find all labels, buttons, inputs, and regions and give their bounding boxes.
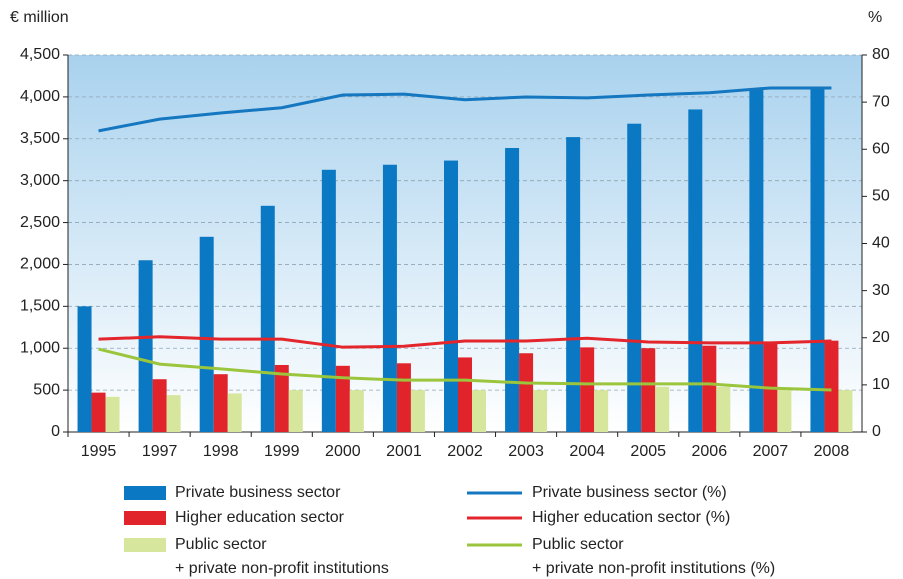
bar bbox=[335, 365, 350, 432]
legend-label: Higher education sector bbox=[175, 509, 344, 526]
y-tick-label: 500 bbox=[33, 381, 60, 398]
bar bbox=[688, 109, 703, 432]
bar bbox=[396, 363, 411, 432]
x-tick-label: 1999 bbox=[264, 443, 300, 460]
bar bbox=[627, 123, 642, 432]
bar bbox=[749, 88, 764, 432]
legend-label: Public sector + private non-profit insti… bbox=[175, 536, 389, 577]
line bbox=[98, 335, 832, 349]
x-tick-label: 2005 bbox=[630, 443, 666, 460]
y-axis-label: € million bbox=[10, 9, 69, 26]
x-tick-label: 2003 bbox=[508, 443, 544, 460]
y2-tick-label: 30 bbox=[872, 282, 890, 299]
bar bbox=[566, 137, 581, 432]
bar bbox=[594, 390, 609, 432]
line bbox=[98, 86, 832, 133]
bar bbox=[321, 169, 336, 432]
y-tick-label: 4,500 bbox=[20, 46, 60, 63]
legend-label: Public sector + private non-profit insti… bbox=[532, 536, 776, 577]
legend-label: Private business sector bbox=[175, 484, 341, 501]
y-tick-label: 2,500 bbox=[20, 214, 60, 231]
bar bbox=[138, 260, 153, 432]
x-tick-label: 1998 bbox=[203, 443, 239, 460]
y-tick-label: 3,500 bbox=[20, 130, 60, 147]
bar bbox=[410, 390, 425, 432]
x-tick-label: 2001 bbox=[386, 443, 422, 460]
y2-tick-label: 40 bbox=[872, 235, 890, 252]
bar bbox=[458, 357, 472, 432]
bar bbox=[810, 86, 825, 432]
x-tick-label: 2004 bbox=[569, 443, 605, 460]
bar bbox=[641, 348, 656, 432]
bar bbox=[716, 386, 731, 432]
y2-tick-label: 0 bbox=[872, 423, 881, 440]
bar bbox=[213, 374, 228, 432]
x-tick-label: 1997 bbox=[142, 443, 178, 460]
x-tick-label: 2002 bbox=[447, 443, 483, 460]
bar bbox=[227, 393, 242, 432]
y2-tick-label: 80 bbox=[872, 46, 890, 63]
x-tick-label: 2000 bbox=[325, 443, 361, 460]
bar bbox=[702, 345, 717, 432]
y2-tick-label: 60 bbox=[872, 140, 890, 157]
y-tick-label: 3,000 bbox=[20, 172, 60, 189]
legend-label: Higher education sector (%) bbox=[532, 509, 731, 526]
x-tick-label: 1995 bbox=[81, 443, 117, 460]
bar bbox=[533, 390, 548, 432]
y2-tick-label: 20 bbox=[872, 329, 890, 346]
bar bbox=[105, 396, 120, 432]
y2-tick-label: 50 bbox=[872, 188, 890, 205]
bar bbox=[274, 364, 289, 432]
bar bbox=[152, 379, 167, 432]
bar bbox=[580, 347, 595, 432]
y-tick-label: 1,000 bbox=[20, 339, 60, 356]
y2-tick-label: 10 bbox=[872, 376, 890, 393]
legend-swatch bbox=[124, 486, 166, 500]
bar bbox=[349, 390, 364, 432]
y-tick-label: 4,000 bbox=[20, 88, 60, 105]
bar bbox=[777, 389, 792, 432]
bar bbox=[199, 236, 214, 432]
bar bbox=[166, 395, 181, 432]
y-tick-label: 0 bbox=[51, 423, 60, 440]
legend-swatch bbox=[124, 538, 166, 552]
bar bbox=[91, 392, 106, 432]
bar bbox=[288, 390, 303, 432]
y2-tick-label: 70 bbox=[872, 93, 890, 110]
bar bbox=[838, 390, 853, 432]
y-tick-label: 2,000 bbox=[20, 256, 60, 273]
bar bbox=[655, 386, 670, 432]
y2-axis-label: % bbox=[868, 9, 882, 26]
legend-label: Private business sector (%) bbox=[532, 484, 727, 501]
line bbox=[98, 347, 832, 392]
x-tick-label: 2007 bbox=[753, 443, 789, 460]
bar bbox=[505, 147, 520, 432]
bar bbox=[519, 353, 534, 432]
bar bbox=[824, 340, 839, 432]
y-tick-label: 1,500 bbox=[20, 298, 60, 315]
bar bbox=[472, 390, 486, 432]
bar bbox=[444, 160, 458, 432]
bar bbox=[382, 164, 397, 432]
x-tick-label: 2006 bbox=[692, 443, 728, 460]
legend-swatch bbox=[124, 511, 166, 525]
x-tick-label: 2008 bbox=[814, 443, 850, 460]
bar bbox=[260, 205, 275, 432]
bar bbox=[77, 306, 92, 432]
